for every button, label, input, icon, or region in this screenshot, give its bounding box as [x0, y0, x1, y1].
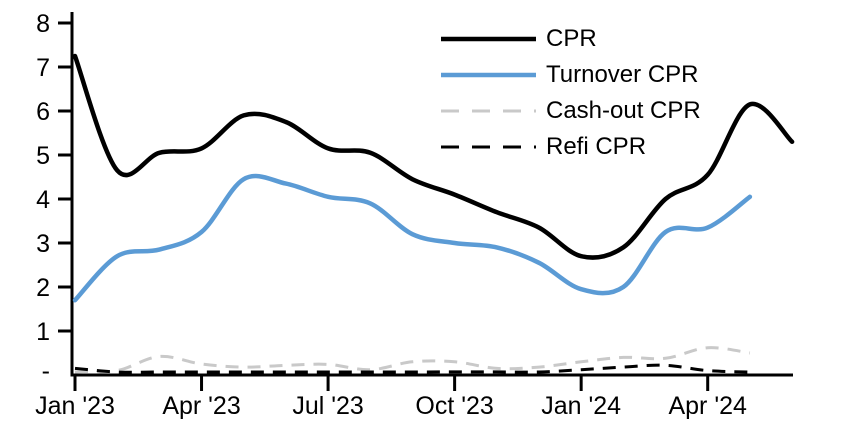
turnover-cpr-line	[72, 173, 753, 303]
legend-item-turnover-cpr: Turnover CPR	[441, 57, 701, 93]
y-tick-label: 8	[36, 10, 50, 38]
y-tick-label: 3	[36, 230, 50, 258]
legend-item-cashout-cpr: Cash-out CPR	[441, 93, 701, 129]
y-tick-label: 7	[36, 54, 50, 82]
cpr-line	[72, 53, 795, 260]
legend-item-cpr: CPR	[441, 21, 701, 57]
refi-cpr-line	[74, 363, 750, 374]
y-tick-label: 6	[36, 98, 50, 126]
x-tick-label: Jan '24	[541, 392, 621, 420]
legend-line-refi-cpr-icon	[441, 145, 536, 149]
x-tick-label: Apr '24	[668, 392, 747, 420]
y-tick-label: 4	[36, 186, 50, 214]
y-tick-label: 2	[36, 274, 50, 302]
legend-line-turnover-cpr-icon	[441, 72, 536, 78]
x-tick-label: Apr '23	[162, 392, 240, 420]
legend-line-cpr-icon	[441, 36, 536, 42]
x-tick-label: Oct '23	[415, 392, 493, 420]
legend-label-turnover-cpr: Turnover CPR	[546, 61, 699, 88]
chart-legend: CPR Turnover CPR Cash-out CPR Refi CPR	[441, 21, 701, 165]
y-tick-label: 1	[36, 318, 50, 346]
legend-label-cashout-cpr: Cash-out CPR	[546, 97, 701, 124]
x-tick-label: Jan '23	[35, 392, 115, 420]
legend-item-refi-cpr: Refi CPR	[441, 129, 701, 165]
legend-label-cpr: CPR	[546, 25, 597, 52]
legend-line-cashout-cpr-icon	[441, 109, 536, 113]
y-tick-label: 5	[36, 142, 50, 170]
x-tick-label: Jul '23	[292, 392, 363, 420]
y-tick-label: -	[42, 357, 50, 385]
legend-label-refi-cpr: Refi CPR	[546, 133, 647, 160]
cashout-cpr-line	[74, 346, 751, 374]
